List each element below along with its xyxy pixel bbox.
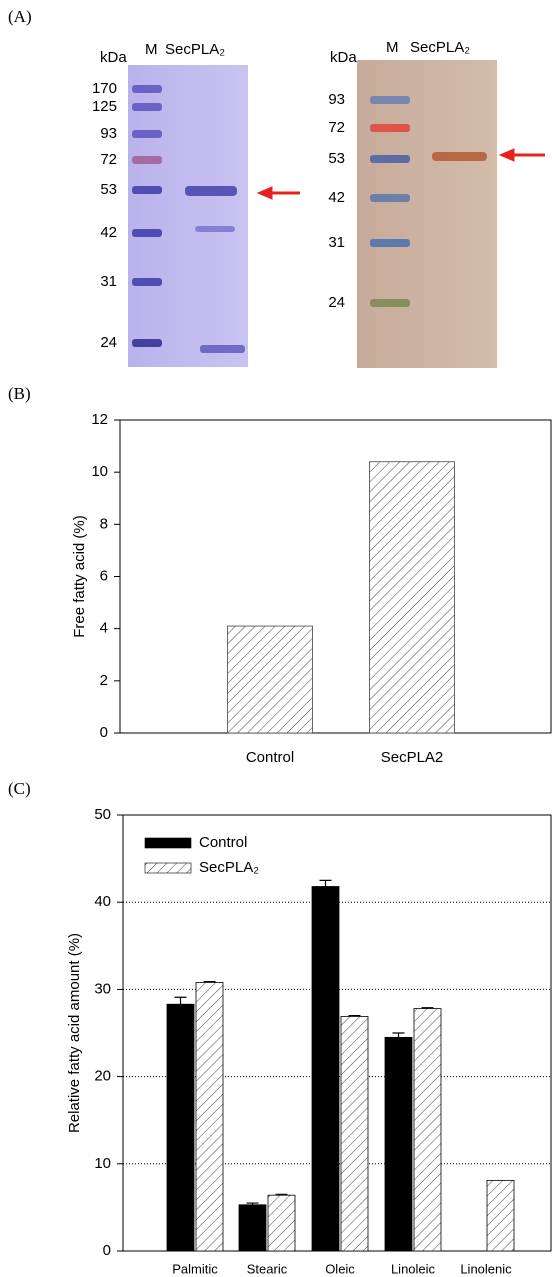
marker-band <box>370 299 410 307</box>
marker-label: 93 <box>328 91 345 108</box>
legend-swatch <box>145 838 191 848</box>
legend-label: SecPLA₂ <box>199 859 259 876</box>
lane-label: M <box>145 41 158 58</box>
protein-band <box>432 152 487 161</box>
lane-label: SecPLA₂ <box>165 41 225 58</box>
marker-band <box>132 103 162 111</box>
marker-band <box>132 130 162 138</box>
legend-label: Control <box>199 834 247 851</box>
bar <box>385 1037 412 1251</box>
bar <box>268 1195 295 1251</box>
protein-band <box>200 345 245 353</box>
bar <box>370 462 455 733</box>
y-tick-label: 6 <box>100 567 108 584</box>
x-tick-label: Oleic <box>325 1261 355 1276</box>
marker-label: 31 <box>100 273 117 290</box>
unit-label: kDa <box>330 49 357 66</box>
y-tick-label: 50 <box>94 806 111 823</box>
marker-band <box>370 239 410 247</box>
marker-label: 24 <box>328 294 345 311</box>
y-tick-label: 8 <box>100 515 108 532</box>
marker-band <box>132 278 162 286</box>
error-bar <box>320 880 332 886</box>
marker-label: 170 <box>92 80 117 97</box>
marker-label: 31 <box>328 234 345 251</box>
error-bar <box>175 997 187 1004</box>
plot-frame <box>120 420 551 733</box>
marker-band <box>132 156 162 164</box>
y-tick-label: 0 <box>103 1242 111 1259</box>
bar <box>196 982 223 1251</box>
y-tick-label: 10 <box>91 463 108 480</box>
marker-label: 72 <box>328 119 345 136</box>
y-tick-label: 0 <box>100 724 108 741</box>
y-tick-label: 40 <box>94 893 111 910</box>
y-tick-label: 20 <box>94 1068 111 1085</box>
marker-label: 93 <box>100 125 117 142</box>
x-tick-label: Linolenic <box>460 1261 512 1276</box>
y-tick-label: 30 <box>94 980 111 997</box>
bar <box>312 887 339 1251</box>
bar <box>167 1004 194 1251</box>
marker-band <box>132 339 162 347</box>
y-tick-label: 2 <box>100 672 108 689</box>
marker-band <box>370 194 410 202</box>
unit-label: kDa <box>100 49 127 66</box>
y-axis-label: Free fatty acid (%) <box>71 515 88 638</box>
marker-band <box>370 96 410 104</box>
panel-label: (B) <box>8 384 31 403</box>
error-bar <box>393 1033 405 1037</box>
lane-label: SecPLA₂ <box>410 39 470 56</box>
marker-band <box>370 124 410 132</box>
bar <box>487 1180 514 1251</box>
y-tick-label: 10 <box>94 1155 111 1172</box>
marker-label: 42 <box>100 224 117 241</box>
figure: (A) (B) (C) kDaMSecPLA₂17012593725342312… <box>0 0 552 1277</box>
marker-label: 53 <box>100 181 117 198</box>
y-tick-label: 12 <box>91 411 108 428</box>
lane-label: M <box>386 39 399 56</box>
x-tick-label: Linoleic <box>391 1261 436 1276</box>
gel-image <box>357 60 497 368</box>
marker-label: 42 <box>328 189 345 206</box>
bar <box>341 1016 368 1251</box>
y-axis-label: Relative fatty acid amount (%) <box>66 933 83 1133</box>
marker-label: 72 <box>100 151 117 168</box>
marker-label: 24 <box>100 334 117 351</box>
protein-band <box>195 226 235 232</box>
x-tick-label: Stearic <box>247 1261 288 1276</box>
marker-label: 125 <box>92 98 117 115</box>
bar <box>414 1009 441 1251</box>
marker-band <box>132 186 162 194</box>
protein-band <box>185 186 237 196</box>
marker-label: 53 <box>328 150 345 167</box>
panel-label: (C) <box>8 779 31 798</box>
legend-swatch <box>145 863 191 873</box>
bar <box>239 1205 266 1251</box>
x-tick-label: Palmitic <box>172 1261 218 1276</box>
x-tick-label: Control <box>246 749 294 766</box>
marker-band <box>132 229 162 237</box>
y-tick-label: 4 <box>100 620 108 637</box>
marker-band <box>370 155 410 163</box>
x-tick-label: SecPLA2 <box>381 749 444 766</box>
panel-label: (A) <box>8 7 32 26</box>
bar <box>228 626 313 733</box>
marker-band <box>132 85 162 93</box>
